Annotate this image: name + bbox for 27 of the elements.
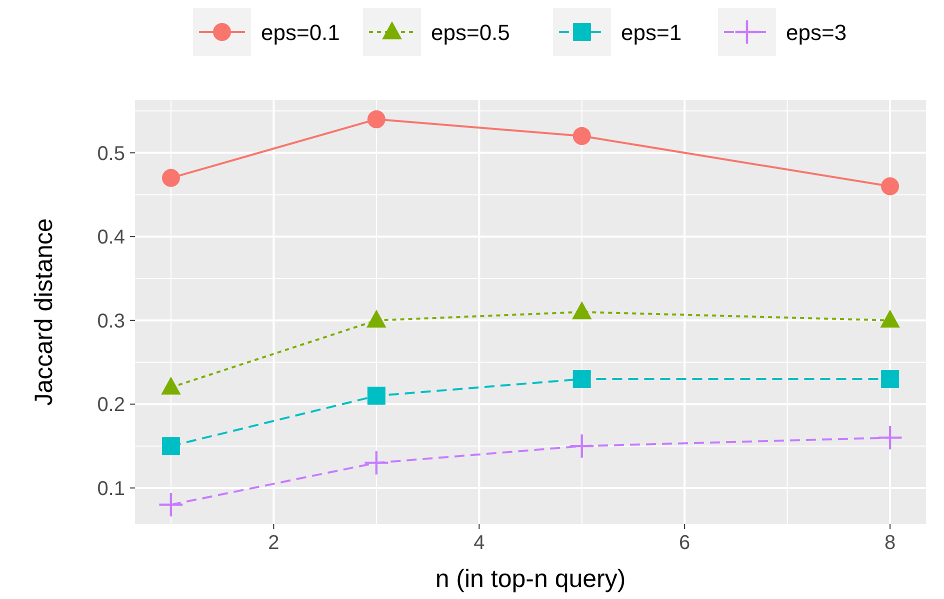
x-axis-title: n (in top-n query): [435, 565, 626, 593]
x-tick-label: 6: [679, 532, 690, 554]
y-tick-label: 0.2: [97, 394, 125, 416]
point: [572, 127, 591, 146]
point: [367, 386, 386, 405]
y-axis-title: Jaccard distance: [30, 218, 58, 406]
legend-label: eps=0.5: [431, 20, 510, 45]
point: [572, 370, 591, 388]
x-tick-label: 2: [268, 532, 280, 554]
y-tick-label: 0.5: [97, 142, 125, 165]
point: [570, 434, 594, 458]
point: [162, 168, 180, 187]
x-tick-label: 4: [474, 532, 485, 554]
legend-label: eps=1: [621, 20, 682, 45]
y-tick-label: 0.3: [97, 310, 125, 332]
legend-label: eps=3: [786, 20, 847, 45]
point: [881, 177, 900, 196]
point: [159, 493, 183, 516]
point: [878, 426, 902, 450]
legend-label: eps=0.1: [261, 20, 340, 45]
point: [364, 451, 388, 475]
y-tick-label: 0.4: [97, 226, 125, 249]
point: [881, 370, 900, 388]
point: [367, 110, 386, 128]
y-tick-label: 0.1: [97, 478, 125, 500]
point: [162, 437, 180, 456]
x-tick-label: 8: [884, 532, 896, 554]
